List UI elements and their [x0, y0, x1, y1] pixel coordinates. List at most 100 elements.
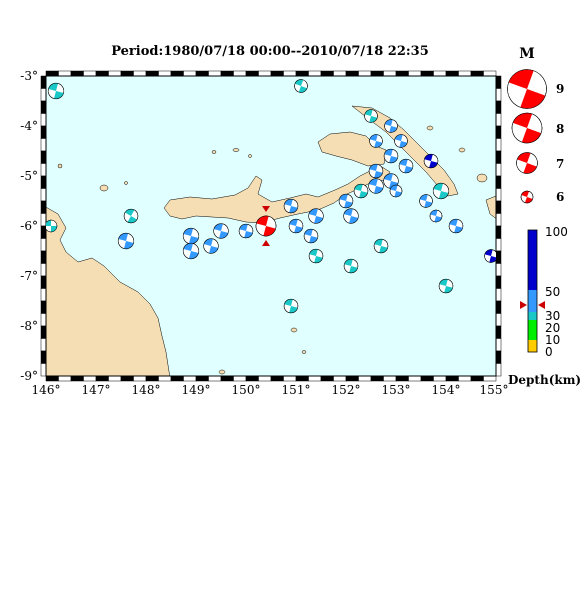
magnitude-legend-header: M [519, 46, 535, 62]
beachball-rim [255, 215, 277, 237]
event-beachball [368, 163, 384, 179]
frame-segment [495, 263, 502, 277]
beachball-rim [520, 190, 534, 204]
frame-segment [283, 375, 297, 382]
frame-segment [40, 213, 47, 227]
frame-segment [433, 375, 447, 382]
frame-segment [495, 275, 502, 289]
beachball-rim [203, 238, 219, 254]
event-beachball [303, 228, 319, 244]
land-group [46, 105, 496, 376]
event-beachball [343, 208, 359, 224]
frame-segment [445, 375, 459, 382]
lon-axis-labels: 146° 147° 148° 149° 150° 151° 152° 153° … [32, 383, 509, 397]
depth-marker-left [520, 301, 527, 309]
frame-segment [495, 363, 502, 377]
frame-segment [133, 375, 147, 382]
beachball-rim [368, 163, 384, 179]
lon-tick-label: 154° [432, 383, 461, 397]
frame-segment [58, 70, 72, 77]
magnitude-legend-beachball [511, 112, 543, 144]
frame-segment [120, 375, 134, 382]
frame-segment [495, 175, 502, 189]
frame-segment [40, 263, 47, 277]
frame-segment [40, 288, 47, 302]
frame-segment [420, 70, 434, 77]
land-bougainville [485, 195, 496, 219]
beachball-compression [51, 226, 57, 232]
event-beachball [423, 153, 439, 169]
frame-segment [458, 375, 472, 382]
land-islet [211, 150, 217, 154]
land-new-guinea [46, 206, 170, 376]
frame-segment [133, 70, 147, 77]
depth-tick-label: 20 [545, 321, 560, 335]
frame-segment [40, 363, 47, 377]
event-beachball [294, 79, 308, 93]
frame-segment [495, 350, 502, 364]
beachball-compression [127, 216, 137, 223]
beachball-rim [182, 242, 200, 260]
land-islet [301, 350, 307, 354]
frame-segment [495, 325, 502, 339]
beachball-compression [125, 209, 135, 216]
magnitude-label: 7 [556, 157, 564, 171]
frame-segment [45, 375, 59, 382]
beachball-rim [343, 258, 359, 274]
frame-segment [40, 175, 47, 189]
frame-segment [245, 375, 259, 382]
frame-segment [245, 70, 259, 77]
frame-segment [458, 70, 472, 77]
beachball-rim [47, 82, 65, 100]
beachball-rim [432, 182, 450, 200]
depth-scale-border [527, 229, 538, 353]
frame-segment [83, 375, 97, 382]
frame-segment [470, 70, 484, 77]
land-islet [124, 181, 128, 185]
beachball-rim [283, 298, 299, 314]
beachball-compression [521, 128, 542, 143]
beachball-compression [508, 69, 534, 89]
map-frame [40, 70, 502, 382]
depth-tick-label: 50 [545, 285, 560, 299]
beachball-rim [384, 119, 398, 133]
focal-mechanisms [46, 79, 496, 314]
magnitude-legend-beachball [516, 152, 538, 174]
event-beachball [448, 218, 464, 234]
frame-segment [495, 163, 502, 177]
frame-segment [383, 70, 397, 77]
beachball-compression [520, 89, 546, 109]
beachball-rim [308, 248, 324, 264]
frame-segment [345, 70, 359, 77]
beachball-rim [423, 153, 439, 169]
beachball-rim [394, 134, 408, 148]
lon-tick-label: 152° [332, 383, 361, 397]
event-beachball [369, 134, 383, 148]
event-beachball [182, 242, 200, 260]
frame-segment [333, 70, 347, 77]
frame-segment [483, 70, 497, 77]
depth-marker-right [538, 301, 545, 309]
event-beachball [283, 298, 299, 314]
event-beachball [438, 278, 454, 294]
land-islet [426, 125, 434, 131]
beachball-rim [238, 223, 254, 239]
beachball-compression [517, 152, 531, 163]
event-beachball [373, 238, 389, 254]
land-islet [232, 148, 240, 152]
frame-segment [40, 200, 47, 214]
frame-segment [395, 375, 409, 382]
frame-segment [295, 70, 309, 77]
beachball-compression [512, 113, 533, 128]
frame-segment [158, 375, 172, 382]
lon-tick-label: 146° [32, 383, 61, 397]
magnitude-legend-beachball [507, 69, 547, 109]
frame-segment [420, 375, 434, 382]
frame-segment [495, 288, 502, 302]
frame-segment [40, 125, 47, 139]
frame-segment [40, 300, 47, 314]
beachball-rim [303, 228, 319, 244]
event-beachball [383, 173, 399, 189]
frame-segment [145, 375, 159, 382]
event-beachball [368, 178, 384, 194]
